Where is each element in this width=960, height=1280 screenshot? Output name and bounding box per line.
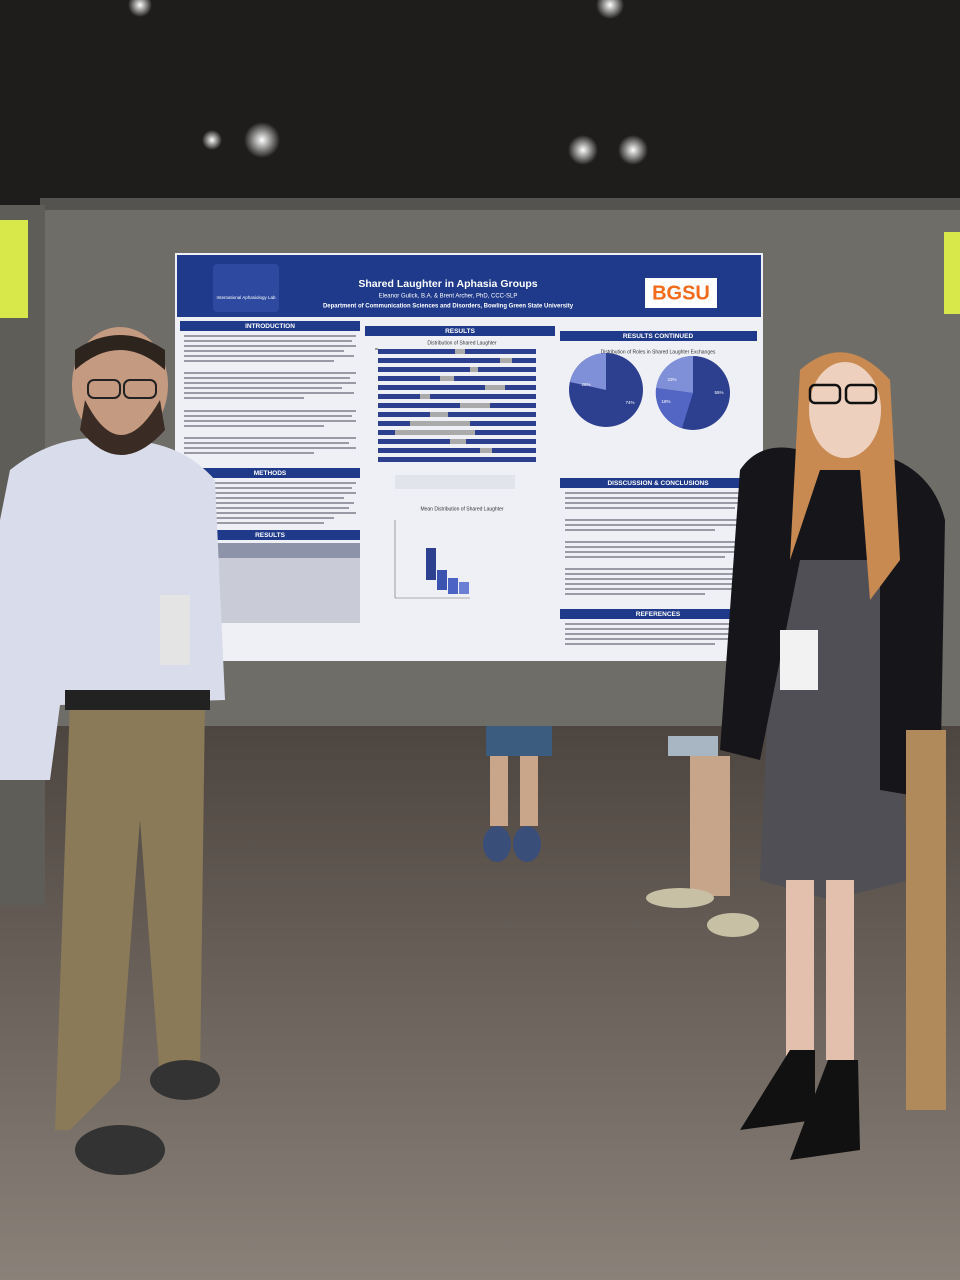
sign-right xyxy=(944,232,960,314)
partition-frame xyxy=(40,198,960,210)
pie-label: 55% xyxy=(714,390,723,395)
section-header xyxy=(560,478,757,488)
figure-title: Distribution of Roles in Shared Laughter… xyxy=(601,349,716,355)
pie-figure xyxy=(569,353,730,430)
box-plot-figure xyxy=(394,520,470,599)
section-title: INTRODUCTION xyxy=(245,323,295,330)
person-right xyxy=(720,352,946,1160)
section-header xyxy=(180,321,360,331)
section-title: METHODS xyxy=(254,470,287,477)
intro-text-lines xyxy=(184,335,356,454)
person-left xyxy=(0,327,225,1175)
section-title: DISSCUSSION & CONCLUSIONS xyxy=(607,480,709,487)
section-header xyxy=(365,326,555,336)
results-table-header xyxy=(200,543,360,558)
pie-label: 74% xyxy=(625,400,634,405)
stacked-bar-figure xyxy=(375,348,536,489)
poster-title: Shared Laughter in Aphasia Groups xyxy=(358,278,537,290)
poster-department: Department of Communication Sciences and… xyxy=(323,304,574,310)
bgsu-logo-box xyxy=(645,278,717,308)
section-header xyxy=(180,468,360,478)
pie-label: 18% xyxy=(661,399,670,404)
pie-label: 23% xyxy=(667,377,676,382)
sign-left xyxy=(0,220,28,318)
ceiling xyxy=(0,0,960,210)
figure-title: Mean Distribution of Shared Laughter xyxy=(420,506,503,512)
discussion-text-lines xyxy=(565,492,753,595)
poster-authors: Eleanor Gulick, B.A. & Brent Archer, PhD… xyxy=(379,294,518,300)
lab-logo xyxy=(213,264,279,312)
figure-title: Distribution of Shared Laughter xyxy=(427,340,497,346)
background-people xyxy=(483,726,759,937)
section-title: RESULTS CONTINUED xyxy=(623,333,694,340)
bgsu-logo: BGSU xyxy=(652,282,710,304)
references-text-lines xyxy=(565,623,753,645)
ceiling-lights xyxy=(128,0,648,165)
section-title: RESULTS xyxy=(445,328,476,335)
pie-label: 26% xyxy=(581,382,590,387)
section-title: REFERENCES xyxy=(636,611,681,618)
section-header xyxy=(560,331,757,341)
methods-text-lines xyxy=(184,482,356,524)
lab-logo-text: International Aphasiology Lab xyxy=(216,295,276,300)
poster: International Aphasiology Lab BGSU Share… xyxy=(175,253,763,661)
section-title: RESULTS xyxy=(255,532,286,539)
section-header xyxy=(180,530,360,540)
section-header xyxy=(560,609,757,619)
